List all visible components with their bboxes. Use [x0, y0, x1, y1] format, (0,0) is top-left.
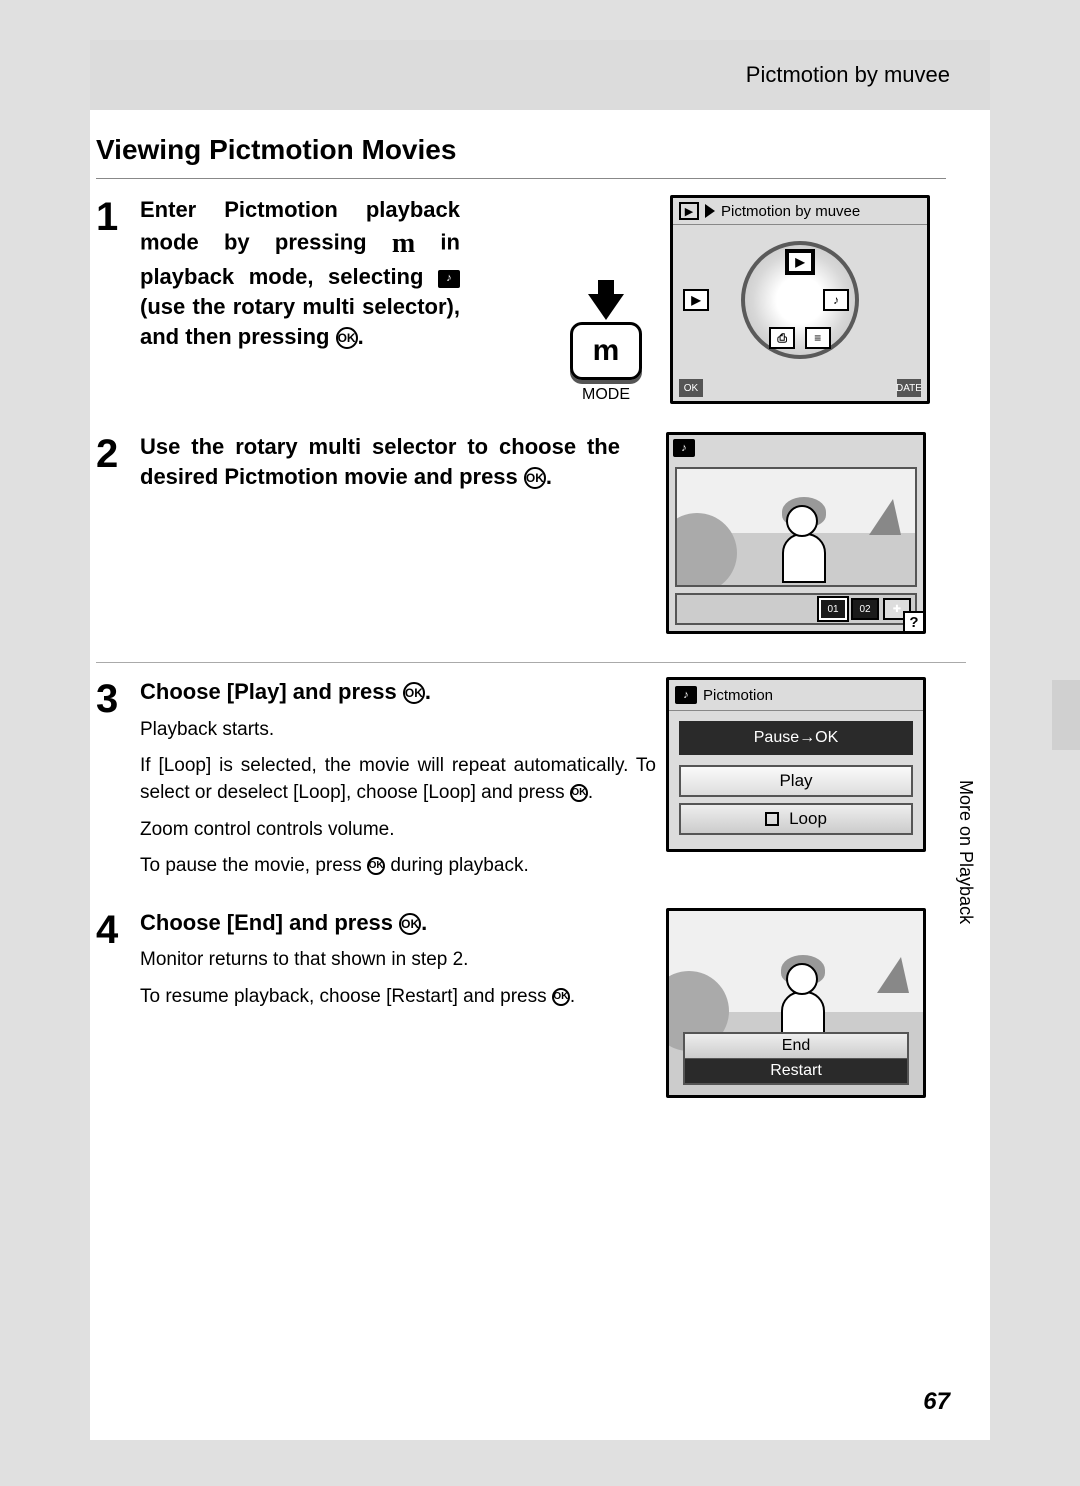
dial-top-icon[interactable]: ▶ — [787, 251, 813, 273]
dial-br-icon[interactable]: ≡ — [805, 327, 831, 349]
menu-end[interactable]: End — [685, 1034, 907, 1059]
step-1-text: Enter Pictmotion playback mode by pressi… — [140, 195, 460, 352]
lcd-title: Pictmotion by muvee — [721, 203, 860, 220]
step-4-d1: Monitor returns to that shown in step 2. — [140, 947, 656, 974]
pm-icon: ♪ — [675, 686, 697, 704]
ok-icon: OK — [403, 682, 425, 704]
pm-icon: ♪ — [673, 439, 695, 457]
mode-button[interactable]: m — [570, 322, 642, 380]
step-3: 3 Choose [Play] and press OK. Playback s… — [96, 677, 966, 880]
playback-icon: ▶ — [679, 202, 699, 220]
page-title: Viewing Pictmotion Movies — [96, 110, 946, 179]
ok-icon: OK — [552, 988, 570, 1006]
step-3-d3: Zoom control controls volume. — [140, 817, 656, 844]
step-number: 1 — [96, 195, 140, 404]
section-side-label: More on Playback — [955, 780, 976, 924]
breadcrumb: Pictmotion by muvee — [746, 62, 950, 88]
down-arrow-icon — [588, 294, 624, 320]
step-4: 4 Choose [End] and press OK. Monitor ret… — [96, 908, 966, 1098]
preview-area — [675, 467, 917, 587]
ok-icon: OK — [524, 467, 546, 489]
step-3-d2: If [Loop] is selected, the movie will re… — [140, 753, 656, 806]
lcd-thumbnail-select: ♪ 01 02 ✚ ? — [666, 432, 926, 634]
menu-title: Pictmotion — [703, 687, 773, 704]
thumbnail-strip[interactable]: 01 02 ✚ — [675, 593, 917, 625]
step-number: 2 — [96, 432, 140, 634]
step-3-d1: Playback starts. — [140, 717, 656, 744]
ok-tag: OK — [679, 379, 703, 397]
step-1: 1 Enter Pictmotion playback mode by pres… — [96, 195, 966, 404]
end-menu[interactable]: End Restart — [683, 1032, 909, 1085]
page: Pictmotion by muvee Viewing Pictmotion M… — [90, 40, 990, 1440]
lcd-mode-dial: ▶ Pictmotion by muvee ▶ ♪ ⎙ ≡ ▶ — [670, 195, 930, 404]
separator — [96, 662, 966, 663]
t: . — [425, 679, 431, 704]
t: . — [546, 464, 552, 489]
date-tag: DATE — [897, 379, 921, 397]
menu-play[interactable]: Play — [679, 765, 913, 797]
menu-loop[interactable]: Loop — [679, 803, 913, 835]
arrow-icon — [705, 204, 715, 218]
step-2: 2 Use the rotary multi selector to choos… — [96, 432, 966, 634]
mode-label: MODE — [556, 386, 656, 404]
dial-bl-icon[interactable]: ⎙ — [769, 327, 795, 349]
ok-icon: OK — [570, 784, 588, 802]
t: Choose [Play] and press — [140, 679, 403, 704]
thumb-tab — [1052, 680, 1080, 750]
mode-button-figure: m MODE — [556, 294, 656, 404]
pause-hint: Pause→OK — [679, 721, 913, 755]
step-number: 3 — [96, 677, 140, 880]
label: Loop — [789, 809, 827, 829]
ok-icon: OK — [336, 327, 358, 349]
ok-icon: OK — [367, 857, 385, 875]
step-3-d4: To pause the movie, press OK during play… — [140, 853, 656, 880]
step-2-text: Use the rotary multi selector to choose … — [140, 432, 620, 491]
thumb-1[interactable]: 01 — [819, 598, 847, 620]
t: To pause the movie, press — [140, 855, 367, 876]
page-number: 67 — [923, 1388, 950, 1416]
t: (use the rotary multi selector), and the… — [140, 294, 460, 349]
t: . — [570, 986, 575, 1007]
lcd-play-menu: ♪ Pictmotion Pause→OK Play Loop — [666, 677, 926, 852]
ok-icon: OK — [399, 913, 421, 935]
t: during playback. — [385, 855, 529, 876]
menu-restart[interactable]: Restart — [685, 1059, 907, 1083]
pictmotion-badge-icon: ♪ — [438, 270, 460, 288]
t: . — [358, 324, 364, 349]
header-bar: Pictmotion by muvee — [90, 40, 990, 110]
mode-glyph-icon: m — [392, 225, 415, 263]
t: . — [421, 910, 427, 935]
help-icon[interactable]: ? — [903, 611, 925, 633]
mode-dial[interactable]: ▶ ♪ ⎙ ≡ ▶ — [673, 225, 927, 375]
t: To resume playback, choose [Restart] and… — [140, 986, 552, 1007]
step-4-d2: To resume playback, choose [Restart] and… — [140, 984, 656, 1011]
step-number: 4 — [96, 908, 140, 1098]
loop-checkbox-icon[interactable] — [765, 812, 779, 826]
t: . — [588, 782, 593, 803]
step-3-heading: Choose [Play] and press OK. — [140, 677, 656, 707]
dial-left-icon[interactable]: ▶ — [683, 289, 709, 311]
t: Choose [End] and press — [140, 910, 399, 935]
step-4-heading: Choose [End] and press OK. — [140, 908, 656, 938]
lcd-end-menu: End Restart — [666, 908, 926, 1098]
dial-right-icon[interactable]: ♪ — [823, 289, 849, 311]
thumb-2[interactable]: 02 — [851, 598, 879, 620]
label: Play — [779, 771, 812, 791]
